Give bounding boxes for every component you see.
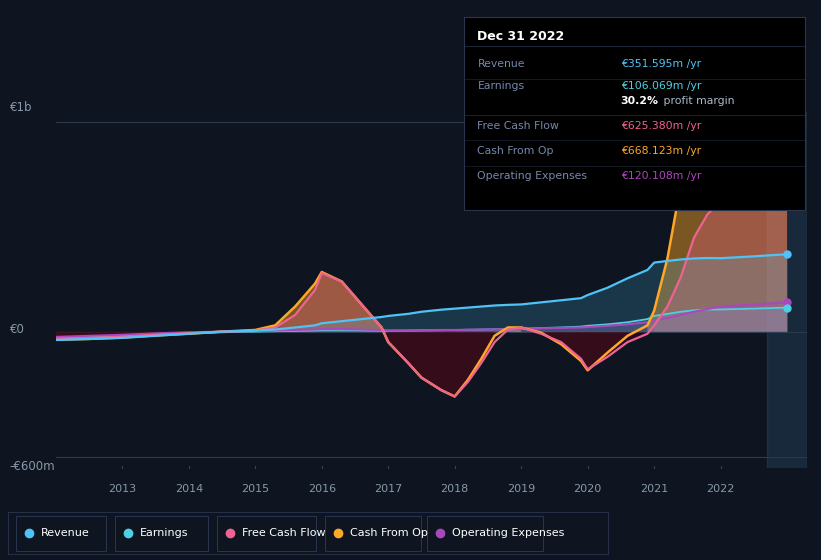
Text: 2022: 2022 xyxy=(706,484,735,494)
Text: Operating Expenses: Operating Expenses xyxy=(478,171,588,181)
Text: €668.123m /yr: €668.123m /yr xyxy=(621,146,700,156)
Bar xyxy=(324,516,420,551)
Text: Free Cash Flow: Free Cash Flow xyxy=(242,529,326,538)
Text: Cash From Op: Cash From Op xyxy=(350,529,428,538)
Text: 2020: 2020 xyxy=(574,484,602,494)
Text: 2013: 2013 xyxy=(108,484,136,494)
Text: Operating Expenses: Operating Expenses xyxy=(452,529,564,538)
Text: -€600m: -€600m xyxy=(10,460,56,473)
Text: profit margin: profit margin xyxy=(660,96,734,106)
Text: Earnings: Earnings xyxy=(140,529,189,538)
Bar xyxy=(16,516,106,551)
Text: Revenue: Revenue xyxy=(478,59,525,69)
Bar xyxy=(115,516,208,551)
Text: €0: €0 xyxy=(10,324,25,337)
Text: €1b: €1b xyxy=(10,101,32,114)
Bar xyxy=(217,516,315,551)
Text: 2016: 2016 xyxy=(308,484,336,494)
Text: Revenue: Revenue xyxy=(41,529,90,538)
Bar xyxy=(427,516,544,551)
Text: €106.069m /yr: €106.069m /yr xyxy=(621,81,701,91)
Text: Cash From Op: Cash From Op xyxy=(478,146,554,156)
Text: Earnings: Earnings xyxy=(478,81,525,91)
Text: €351.595m /yr: €351.595m /yr xyxy=(621,59,700,69)
Text: Free Cash Flow: Free Cash Flow xyxy=(478,121,559,131)
Text: €625.380m /yr: €625.380m /yr xyxy=(621,121,701,131)
Text: Dec 31 2022: Dec 31 2022 xyxy=(478,30,565,43)
Text: 2014: 2014 xyxy=(175,484,203,494)
Bar xyxy=(767,112,807,468)
Text: €120.108m /yr: €120.108m /yr xyxy=(621,171,701,181)
Text: 2019: 2019 xyxy=(507,484,535,494)
Text: 30.2%: 30.2% xyxy=(621,96,658,106)
Text: 2018: 2018 xyxy=(441,484,469,494)
Text: 2021: 2021 xyxy=(640,484,668,494)
Text: 2017: 2017 xyxy=(374,484,402,494)
Text: 2015: 2015 xyxy=(241,484,269,494)
